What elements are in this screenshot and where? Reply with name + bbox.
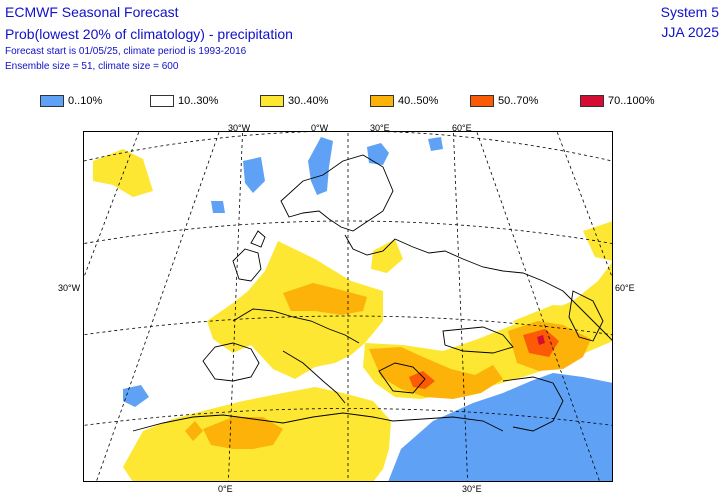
orange-region-balkans (369, 347, 503, 399)
coastlines (132, 154, 613, 432)
legend-label: 30..40% (288, 95, 329, 107)
legend-item-0-10: 0..10% (40, 95, 102, 107)
legend-swatch-red-orange (470, 95, 494, 107)
season-label: JJA 2025 (661, 24, 719, 40)
orange-region-spain (185, 421, 203, 441)
axis-label-top-30w: 30°W (228, 123, 251, 133)
legend-swatch-orange (370, 95, 394, 107)
orange-region-france-germany (283, 283, 367, 315)
legend-item-30-40: 30..40% (260, 95, 328, 107)
red-region-caucasus-core (537, 335, 545, 345)
ensemble-info: Ensemble size = 51, climate size = 600 (5, 61, 179, 72)
map-frame (83, 131, 613, 482)
legend-swatch-blue (40, 95, 64, 107)
legend: 0..10% 10..30% 30..40% 40..50% 50..70% 7… (40, 95, 700, 111)
blue-region-west (123, 385, 149, 407)
legend-swatch-yellow (260, 95, 284, 107)
blue-region-southeast (388, 373, 613, 482)
blue-region-greenland-sea (243, 157, 265, 193)
legend-swatch-white (150, 95, 174, 107)
legend-label: 0..10% (68, 95, 103, 107)
axis-label-top-0w: 0°W (311, 123, 329, 133)
axis-label-top-30e: 30°E (370, 123, 390, 133)
legend-item-10-30: 10..30% (150, 95, 218, 107)
red-orange-region-aegean (409, 371, 435, 389)
blue-region-north-atlantic (308, 137, 333, 195)
axis-label-bottom-0e: 0°E (218, 484, 233, 494)
precipitation-probability-map (83, 131, 613, 482)
blue-region-small-1 (211, 201, 225, 213)
axis-label-left-30w: 30°W (58, 283, 81, 293)
axis-label-right-60e: 60°E (615, 283, 635, 293)
forecast-info: Forecast start is 01/05/25, climate peri… (5, 46, 247, 57)
legend-label: 10..30% (178, 95, 219, 107)
axis-label-bottom-30e: 30°E (462, 484, 482, 494)
legend-label: 50..70% (498, 95, 539, 107)
axis-label-top-60e: 60°E (452, 123, 472, 133)
shading-layer (93, 137, 613, 482)
page-subtitle: Prob(lowest 20% of climatology) - precip… (5, 26, 293, 42)
page-title: ECMWF Seasonal Forecast (5, 4, 179, 20)
system-label: System 5 (660, 4, 719, 20)
legend-label: 40..50% (398, 95, 439, 107)
legend-swatch-red (580, 95, 604, 107)
legend-item-40-50: 40..50% (370, 95, 438, 107)
legend-item-50-70: 50..70% (470, 95, 538, 107)
legend-item-70-100: 70..100% (580, 95, 654, 107)
yellow-region-baltic (371, 239, 403, 273)
blue-region-scandinavia (367, 143, 389, 165)
legend-label: 70..100% (608, 95, 655, 107)
orange-region-north-africa (203, 417, 283, 449)
blue-region-small-2 (428, 137, 443, 151)
